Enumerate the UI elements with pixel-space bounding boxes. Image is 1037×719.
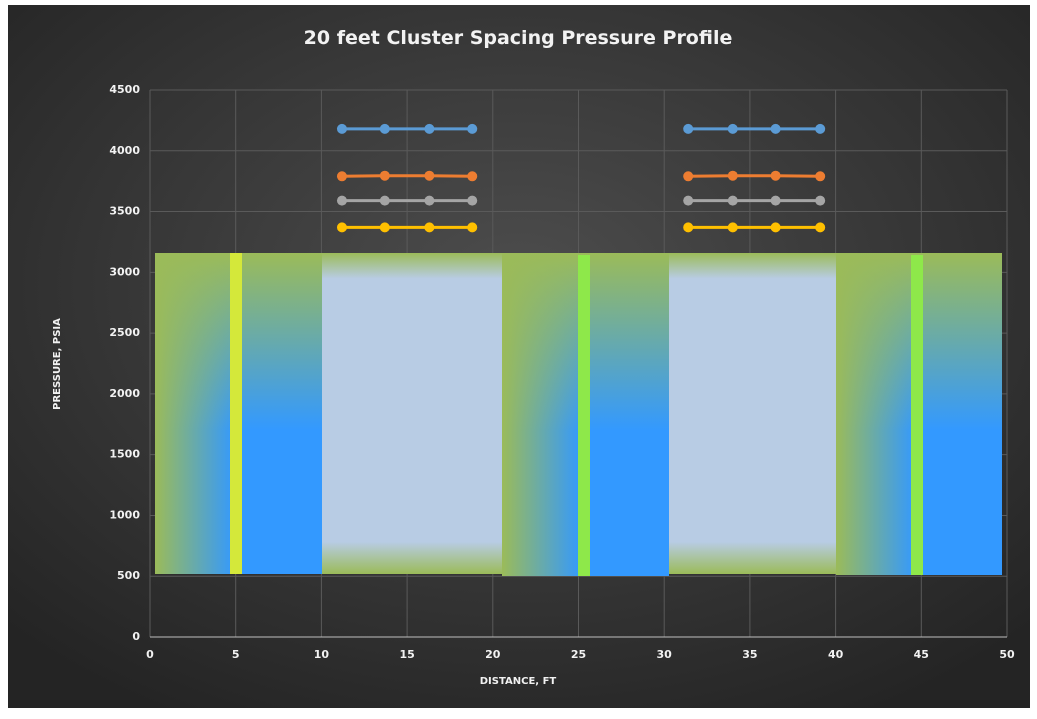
- x-tick-label: 45: [914, 648, 929, 661]
- y-tick-label: 3500: [109, 205, 140, 218]
- data-point: [424, 196, 434, 206]
- chart: 20 feet Cluster Spacing Pressure Profile…: [0, 0, 1037, 714]
- data-point: [815, 196, 825, 206]
- y-tick-label: 4500: [109, 83, 140, 96]
- data-point: [728, 171, 738, 181]
- overlay-stripe: [230, 253, 242, 574]
- data-point: [815, 222, 825, 232]
- y-tick-label: 3000: [109, 265, 140, 278]
- data-point: [380, 196, 390, 206]
- data-point: [337, 124, 347, 134]
- overlay-block: [669, 253, 836, 574]
- data-point: [815, 171, 825, 181]
- data-point: [683, 171, 693, 181]
- data-point: [467, 124, 477, 134]
- y-tick-label: 1000: [109, 508, 140, 521]
- data-point: [771, 196, 781, 206]
- x-axis-label: DISTANCE, FT: [480, 676, 557, 687]
- data-point: [424, 124, 434, 134]
- x-tick-label: 5: [232, 648, 240, 661]
- x-tick-label: 10: [314, 648, 330, 661]
- y-axis-label: PRESSURE, PSIA: [52, 318, 63, 410]
- data-point: [337, 171, 347, 181]
- data-point: [467, 196, 477, 206]
- data-point: [771, 222, 781, 232]
- data-point: [424, 222, 434, 232]
- x-tick-label: 20: [485, 648, 501, 661]
- series-segment: [776, 176, 821, 177]
- overlay-block: [836, 253, 916, 575]
- data-point: [424, 171, 434, 181]
- data-point: [683, 124, 693, 134]
- data-point: [728, 222, 738, 232]
- data-point: [771, 124, 781, 134]
- y-tick-label: 500: [117, 569, 140, 582]
- data-point: [467, 171, 477, 181]
- x-tick-label: 30: [657, 648, 673, 661]
- data-point: [337, 196, 347, 206]
- image-overlay: [155, 253, 1002, 576]
- x-tick-label: 40: [828, 648, 844, 661]
- data-point: [728, 196, 738, 206]
- series-segment: [429, 176, 472, 177]
- data-point: [467, 222, 477, 232]
- y-tick-label: 0: [132, 630, 140, 643]
- data-point: [337, 222, 347, 232]
- data-point: [815, 124, 825, 134]
- data-point: [771, 171, 781, 181]
- x-tick-label: 0: [146, 648, 154, 661]
- x-tick-label: 50: [999, 648, 1015, 661]
- chart-title: 20 feet Cluster Spacing Pressure Profile: [304, 27, 733, 49]
- x-tick-label: 25: [571, 648, 586, 661]
- data-point: [380, 222, 390, 232]
- data-point: [380, 171, 390, 181]
- series-segment: [342, 176, 385, 177]
- x-tick-label: 35: [742, 648, 757, 661]
- overlay-block: [502, 253, 582, 576]
- data-point: [683, 222, 693, 232]
- y-tick-label: 4000: [109, 144, 140, 157]
- series-segment: [688, 176, 733, 177]
- data-point: [380, 124, 390, 134]
- y-tick-label: 1500: [109, 448, 140, 461]
- overlay-stripe: [911, 255, 923, 575]
- y-tick-label: 2500: [109, 326, 140, 339]
- overlay-stripe: [578, 255, 590, 576]
- y-tick-label: 2000: [109, 387, 140, 400]
- x-tick-label: 15: [399, 648, 414, 661]
- overlay-block: [155, 253, 235, 574]
- overlay-block: [322, 253, 502, 574]
- data-point: [728, 124, 738, 134]
- data-point: [683, 196, 693, 206]
